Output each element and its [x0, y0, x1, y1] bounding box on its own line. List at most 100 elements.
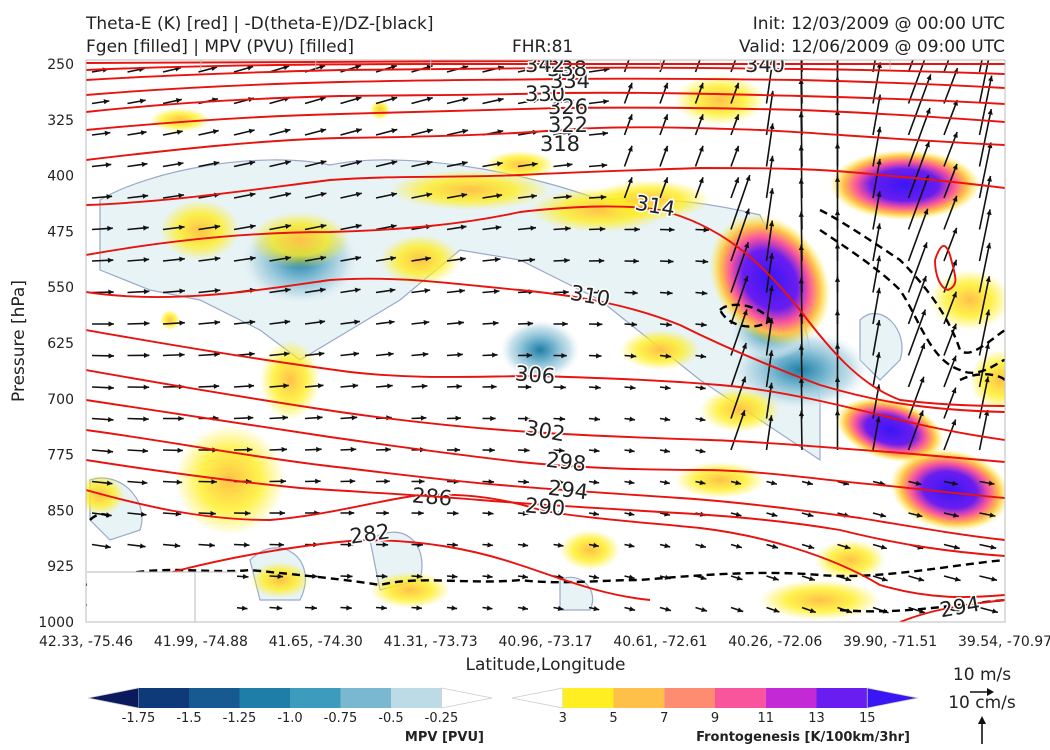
- wind-vector-head: [664, 479, 670, 485]
- wind-vector-head: [104, 130, 111, 136]
- wind-vector: [872, 94, 881, 136]
- wind-vector-head: [176, 129, 183, 135]
- wind-vector-head: [381, 573, 388, 579]
- wind-vector-head: [422, 351, 429, 358]
- wind-vector-head: [597, 289, 604, 296]
- wind-vector-head: [177, 447, 183, 453]
- wind-vector: [730, 174, 751, 230]
- wind-vector-head: [459, 256, 466, 262]
- wind-vector-head: [495, 225, 502, 231]
- mpv-colorbar-segment: [239, 688, 290, 708]
- wind-vector-head: [284, 128, 291, 134]
- wind-vector-head: [315, 478, 321, 484]
- wind-vector-head: [928, 7, 933, 13]
- mpv-colorbar-tick: -0.5: [378, 711, 403, 726]
- wind-vector-head: [951, 355, 957, 362]
- wind-vector-head: [628, 448, 635, 454]
- wind-vector-head: [741, 343, 747, 349]
- y-tick-label: 325: [47, 113, 74, 129]
- wind-vector: [907, 141, 930, 199]
- wind-vector-head: [916, 512, 923, 518]
- y-tick-label: 475: [47, 224, 74, 240]
- wind-vector: [978, 75, 993, 136]
- wind-vector-head: [319, 64, 326, 70]
- wind-vector-head: [986, 242, 992, 249]
- wind-vector-head: [953, 36, 958, 42]
- fgen-colorbar-tick: 7: [660, 711, 668, 726]
- theta-e-contour: [86, 205, 1005, 407]
- wind-vector-head: [989, 9, 994, 15]
- wind-vector-head: [593, 511, 599, 517]
- wind-vector-head: [455, 415, 461, 421]
- mpv-colorbar-segment: [87, 687, 139, 709]
- wind-vector-head: [633, 258, 639, 264]
- wind-vector-head: [991, 608, 998, 614]
- wind-vector-head: [798, 144, 804, 151]
- wind-vector-head: [214, 288, 221, 294]
- fgen-strong-region: [830, 150, 980, 220]
- theta-e-contour: [86, 106, 1005, 131]
- fgen-weak-region: [675, 462, 765, 498]
- theta-e-label: 318: [540, 132, 580, 156]
- theta-e-label: 330: [525, 82, 565, 106]
- wind-vector-head: [665, 353, 672, 359]
- wind-vector-head: [107, 225, 113, 232]
- wind-vector-head: [984, 376, 990, 383]
- wind-vector-head: [389, 287, 396, 293]
- wind-vector-head: [312, 573, 318, 579]
- wind-vector-head: [249, 192, 256, 198]
- wind-vector-head: [451, 605, 458, 611]
- wind-vector-head: [452, 542, 458, 548]
- wind-vector: [907, 342, 926, 388]
- wind-vector-head: [454, 447, 461, 453]
- wind-vector-head: [927, 41, 932, 47]
- wind-vector-head: [179, 256, 185, 262]
- title-line-1: Theta-E (K) [red] | -D(theta-E)/DZ-[blac…: [86, 14, 434, 34]
- wind-vector-head: [698, 82, 704, 89]
- wind-vector-head: [319, 319, 326, 325]
- wind-vector-head: [142, 448, 149, 454]
- fgen-colorbar-segment: [866, 687, 919, 709]
- fgen-colorbar-segment: [613, 688, 665, 708]
- axes: 250 325 400 475 550 625 700 775 850 925 1000 42.33,…: [9, 57, 1050, 675]
- mpv-colorbar-tick: -1.0: [277, 711, 302, 726]
- wind-vector-head: [924, 141, 930, 148]
- wind-vector-head: [699, 416, 706, 422]
- y-tick-label: 625: [47, 336, 74, 352]
- wind-vector-head: [490, 415, 496, 422]
- wind-vector-head: [742, 309, 748, 316]
- dthetae-dz-contour: [86, 558, 1005, 587]
- mpv-colorbar-tick: -0.25: [425, 711, 459, 726]
- wind-vector-head: [668, 227, 675, 233]
- wind-vector-head: [798, 377, 805, 383]
- wind-vector-head: [461, 192, 468, 198]
- wind-vector-head: [419, 478, 425, 485]
- wind-vector: [765, 350, 773, 388]
- colorbars: -1.75 -1.5 -1.25 -1.0 -0.75 -0.5 -0.25 MPV [PVU…: [87, 665, 1016, 745]
- wind-vector-head: [139, 543, 146, 549]
- wind-vector-head: [317, 383, 324, 389]
- wind-vector-head: [106, 480, 113, 486]
- wind-vector-head: [989, 512, 996, 518]
- mpv-colorbar-segment: [441, 687, 493, 709]
- wind-vector-head: [214, 319, 221, 326]
- wind-vector-head: [391, 128, 398, 134]
- wind-vector-head: [629, 606, 636, 612]
- wind-vector-head: [320, 191, 327, 197]
- mpv-colorbar-tick: -1.5: [176, 711, 201, 726]
- wind-vector: [978, 142, 992, 199]
- wind-vector-head: [700, 353, 707, 359]
- wind-vector-head: [354, 287, 361, 293]
- wind-vector-head: [877, 30, 882, 36]
- wind-vector-head: [630, 353, 637, 359]
- fgen-strong-region: [836, 397, 944, 463]
- wind-vector-head: [568, 98, 574, 104]
- fgen-colorbar-segment: [664, 688, 715, 708]
- wind-vector-head: [213, 383, 220, 389]
- wind-vector-head: [106, 194, 113, 200]
- wind-vector: [730, 342, 747, 388]
- wind-vector-head: [744, 242, 750, 249]
- wind-vector-head: [351, 415, 358, 421]
- wind-vector-head: [734, 114, 740, 121]
- wind-vector-head: [107, 416, 114, 423]
